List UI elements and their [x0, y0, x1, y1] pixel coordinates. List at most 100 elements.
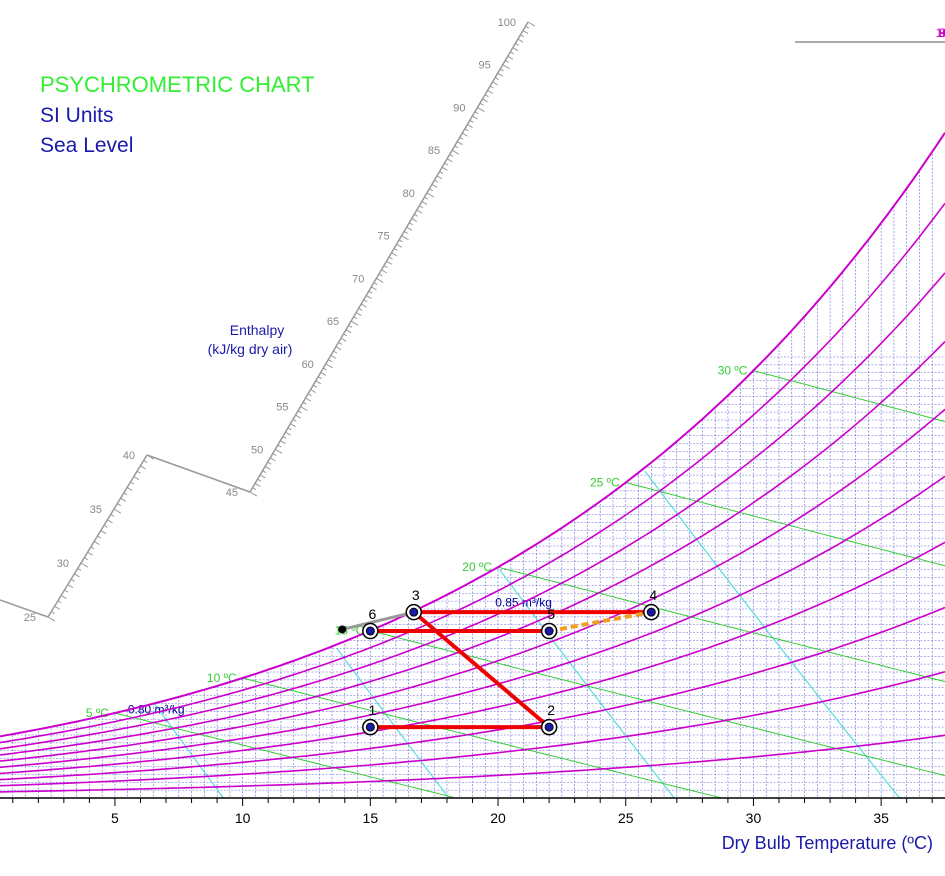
enthalpy-tick: [388, 256, 393, 260]
enthalpy-tick: [373, 282, 378, 286]
specific-volume-line-0.85: [499, 569, 675, 799]
enthalpy-tick: [456, 141, 463, 146]
enthalpy-tick: [467, 124, 473, 129]
enthalpy-title: Enthalpy: [230, 322, 284, 338]
enthalpy-tick: [504, 60, 509, 63]
enthalpy-tick: [477, 107, 485, 112]
rh-curve-10: [0, 734, 945, 793]
enthalpy-tick: [365, 295, 372, 299]
enthalpy-tick: [287, 427, 292, 431]
enthalpy-tick: [325, 363, 333, 369]
rh-label-90: 90%: [939, 26, 945, 40]
enthalpy-tick: [252, 487, 257, 491]
enthalpy-tick: [454, 145, 459, 149]
enthalpy-tick: [133, 476, 140, 481]
enthalpy-tick: [310, 389, 317, 393]
enthalpy-tick: [414, 213, 418, 217]
enthalpy-label-55: 55: [276, 402, 288, 414]
enthalpy-tick: [80, 562, 89, 568]
enthalpy-tick: [305, 397, 312, 402]
enthalpy-tick: [143, 459, 148, 463]
enthalpy-label-80: 80: [403, 188, 415, 200]
enthalpy-tick: [398, 239, 403, 243]
enthalpy-tick: [254, 483, 261, 487]
enthalpy-tick: [87, 551, 93, 556]
enthalpy-tick: [320, 371, 327, 376]
state-point-label-1: 1: [368, 702, 376, 718]
enthalpy-tick: [459, 136, 464, 140]
units-subtitle: SI Units: [40, 104, 114, 127]
enthalpy-label-85: 85: [428, 145, 440, 157]
state-point-label-4: 4: [649, 587, 657, 603]
enthalpy-tick: [434, 179, 439, 183]
enthalpy-tick: [383, 265, 388, 269]
enthalpy-tick: [406, 226, 413, 231]
enthalpy-tick: [292, 418, 297, 422]
enthalpy-tick: [520, 34, 525, 38]
enthalpy-scale-connector: [0, 599, 49, 618]
enthalpy-tick: [444, 162, 449, 166]
rh-curve-20: [0, 671, 945, 787]
enthalpy-tick: [328, 359, 333, 363]
enthalpy-label-45: 45: [226, 487, 238, 499]
enthalpy-label-60: 60: [302, 359, 314, 371]
enthalpy-label-35: 35: [90, 504, 102, 516]
wet-bulb-label-10: 10 ºC: [207, 671, 237, 685]
wet-bulb-line-25: [625, 481, 945, 567]
enthalpy-tick: [512, 47, 519, 52]
enthalpy-label-95: 95: [478, 60, 490, 72]
enthalpy-tick: [522, 30, 529, 35]
enthalpy-tick: [130, 481, 135, 485]
enthalpy-tick: [249, 491, 258, 497]
enthalpy-tick: [257, 478, 262, 482]
enthalpy-tick: [378, 273, 383, 277]
state-points: 1 2 3 4 5 6: [338, 587, 660, 736]
enthalpy-tick: [136, 470, 141, 474]
enthalpy-tick: [317, 376, 322, 380]
wet-bulb-label-30: 30 ºC: [718, 364, 748, 378]
enthalpy-tick: [340, 337, 347, 342]
enthalpy-label-75: 75: [377, 231, 389, 243]
enthalpy-tick: [421, 201, 428, 205]
enthalpy-tick: [363, 299, 368, 303]
enthalpy-tick: [312, 384, 317, 388]
rh-curve-40: [0, 541, 945, 775]
state-point-5: [544, 626, 554, 636]
state-point-3: [409, 607, 419, 617]
process-line-5-4-dashed: [548, 610, 652, 634]
enthalpy-tick: [74, 573, 80, 578]
enthalpy-tick: [446, 158, 453, 163]
wet-bulb-line-20: [497, 566, 945, 683]
enthalpy-tick: [146, 454, 155, 460]
enthalpy-tick: [439, 171, 444, 175]
enthalpy-label-30: 30: [57, 558, 69, 570]
enthalpy-tick: [494, 77, 499, 81]
enthalpy-tick: [472, 115, 478, 120]
enthalpy-tick: [393, 248, 398, 251]
rh-label-80: 80%: [939, 26, 945, 40]
x-tick-label-5: 5: [111, 810, 119, 826]
enthalpy-tick: [126, 486, 133, 491]
rh-curve-60: [0, 408, 945, 762]
enthalpy-tick: [464, 128, 469, 132]
state-point-label-3: 3: [412, 587, 420, 603]
enthalpy-tick: [469, 119, 474, 123]
enthalpy-label-40: 40: [123, 450, 135, 462]
enthalpy-tick: [84, 557, 88, 561]
enthalpy-tick: [386, 260, 392, 265]
wet-bulb-label-25: 25 ºC: [590, 475, 620, 489]
enthalpy-tick: [487, 89, 493, 94]
enthalpy-tick: [403, 230, 408, 234]
enthalpy-tick: [120, 497, 126, 502]
enthalpy-tick: [282, 436, 287, 439]
enthalpy-tick: [267, 461, 272, 465]
specific-volume-line-0.825: [336, 648, 450, 799]
enthalpy-tick: [290, 423, 296, 428]
enthalpy-tick: [451, 149, 460, 155]
enthalpy-tick: [497, 72, 504, 77]
enthalpy-tick: [277, 444, 282, 448]
enthalpy-tick: [323, 367, 327, 371]
enthalpy-tick: [70, 578, 75, 582]
enthalpy-tick: [272, 453, 277, 457]
